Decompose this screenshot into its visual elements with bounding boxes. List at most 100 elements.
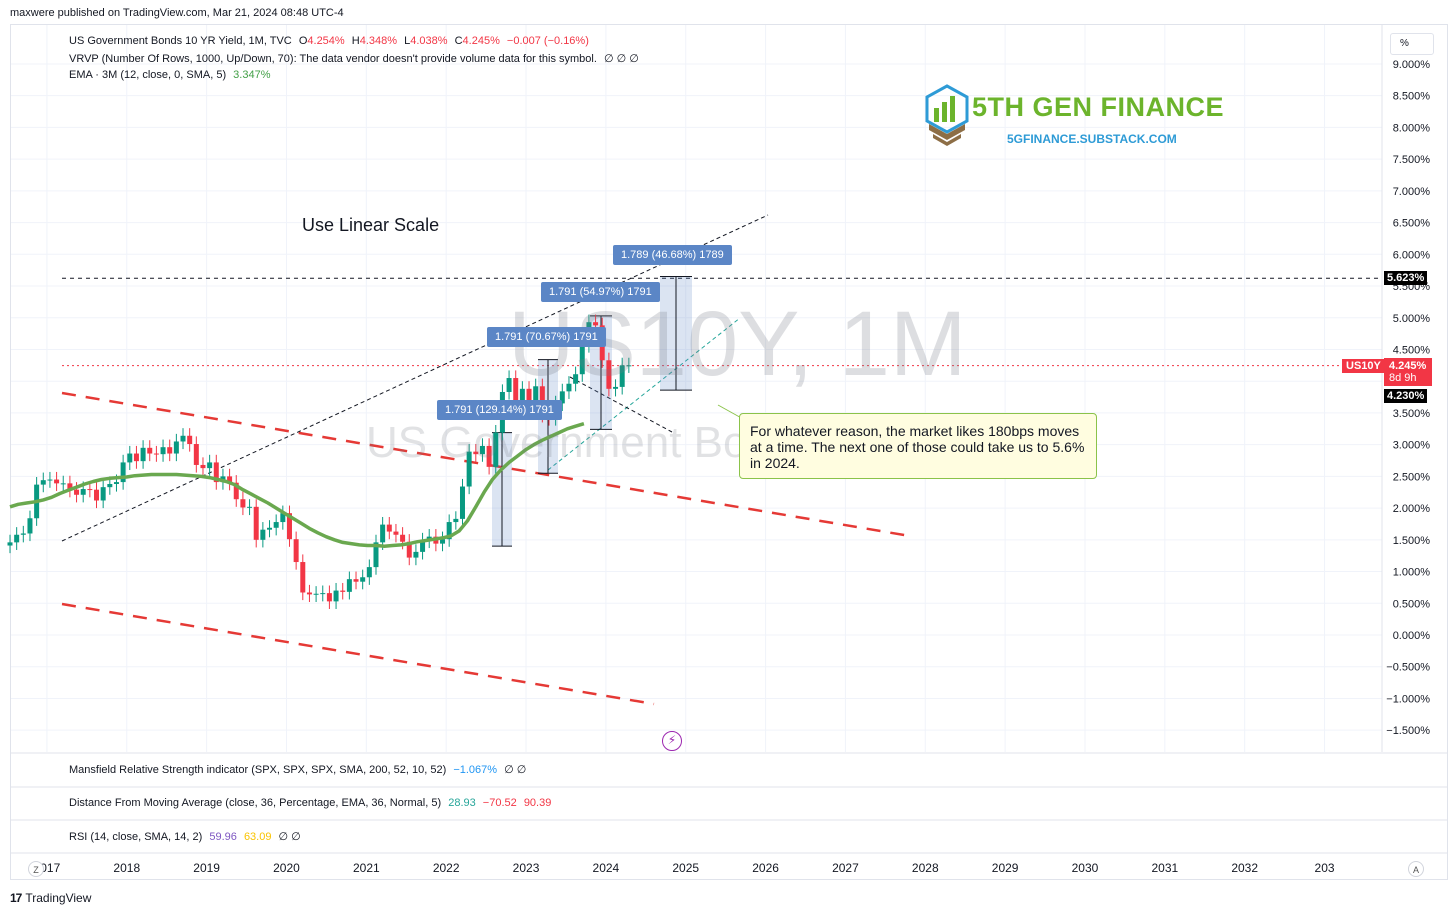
last-price-flag: 4.245% 8d 9h xyxy=(1384,358,1432,386)
linear-scale-note[interactable]: Use Linear Scale xyxy=(302,215,440,235)
zoom-button[interactable]: Z xyxy=(28,861,44,877)
rsi-ma-value: 63.09 xyxy=(243,831,272,843)
candle-body xyxy=(213,462,219,483)
y-tick-label: −0.500% xyxy=(1386,662,1430,674)
x-tick-label: 2023 xyxy=(513,861,540,875)
y-tick-label: 4.500% xyxy=(1393,344,1431,356)
measure-label-2[interactable]: 1.791 (70.67%) 1791 xyxy=(487,327,606,347)
candle-body xyxy=(207,462,213,469)
candle-body xyxy=(473,451,479,455)
candle-body xyxy=(60,483,66,485)
candle-body xyxy=(87,489,93,491)
candle-body xyxy=(273,522,279,528)
candle-body xyxy=(67,483,73,490)
target-price-flag: 5.623% xyxy=(1384,271,1428,285)
candle-body xyxy=(420,540,426,552)
candle-body xyxy=(200,464,206,469)
candle-body xyxy=(74,489,80,495)
callout-note[interactable]: For whatever reason, the market likes 18… xyxy=(739,413,1097,479)
measure-label-3[interactable]: 1.791 (54.97%) 1791 xyxy=(541,282,660,302)
candle-body xyxy=(453,518,459,523)
candle-body xyxy=(313,593,319,595)
candle-body xyxy=(386,524,392,532)
y-tick-label: 7.000% xyxy=(1393,186,1431,198)
candle-body xyxy=(160,447,166,455)
x-tick-label: 2025 xyxy=(672,861,699,875)
candle-body xyxy=(113,482,119,484)
auto-scale-button[interactable]: A xyxy=(1408,861,1424,877)
candle-body xyxy=(293,539,299,563)
y-tick-label: 7.500% xyxy=(1393,154,1431,166)
lightning-alert-icon[interactable]: ⚡ xyxy=(662,731,682,751)
candle-body xyxy=(227,476,233,483)
candle-body xyxy=(619,365,625,387)
y-tick-label: 8.500% xyxy=(1393,91,1431,103)
candle-body xyxy=(566,383,572,392)
y-tick-label: 1.000% xyxy=(1393,567,1431,579)
x-tick-label: 2030 xyxy=(1072,861,1099,875)
candle-body xyxy=(120,462,126,483)
x-tick-label: 2024 xyxy=(593,861,620,875)
y-tick-label: 5.000% xyxy=(1393,313,1431,325)
candle-body xyxy=(127,453,133,463)
ohlc-change: −0.007 (−0.16%) xyxy=(506,35,589,47)
candle-body xyxy=(80,489,86,495)
candle-body xyxy=(440,539,446,544)
candle-body xyxy=(446,522,452,540)
candle-body xyxy=(360,577,366,582)
ema-legend[interactable]: EMA · 3M (12, close, 0, SMA, 5) 3.347% xyxy=(69,69,270,81)
mansfield-pane-legend[interactable]: Mansfield Relative Strength indicator (S… xyxy=(69,763,526,776)
callout-text: For whatever reason, the market likes 18… xyxy=(750,423,1085,471)
candle-body xyxy=(320,593,326,595)
ema-line xyxy=(9,422,585,548)
candle-body xyxy=(147,447,153,454)
y-tick-label: 9.000% xyxy=(1393,59,1431,71)
dfma-pane-legend[interactable]: Distance From Moving Average (close, 36,… xyxy=(69,797,551,809)
candle-body xyxy=(626,365,632,367)
candle-body xyxy=(300,562,306,593)
candle-body xyxy=(613,386,619,389)
brand-title: 5TH GEN FINANCE xyxy=(972,92,1225,122)
y-tick-label: 8.000% xyxy=(1393,122,1431,134)
symbol-flag: US10Y xyxy=(1342,359,1385,373)
candle-body xyxy=(513,378,519,402)
vrvp-legend[interactable]: VRVP (Number Of Rows, 1000, Up/Down, 70)… xyxy=(69,52,639,65)
brand-subtitle: 5GFINANCE.SUBSTACK.COM xyxy=(1007,132,1177,146)
dfma-value-1: 28.93 xyxy=(448,797,476,809)
x-tick-label: 2026 xyxy=(752,861,779,875)
candle-body xyxy=(606,360,612,389)
candle-body xyxy=(413,551,419,558)
measure-label-4[interactable]: 1.789 (46.68%) 1789 xyxy=(613,245,732,265)
measure-label-1[interactable]: 1.791 (129.14%) 1791 xyxy=(437,400,562,420)
tradingview-footer[interactable]: 17 TradingView xyxy=(10,891,91,905)
candle-body xyxy=(506,378,512,392)
percent-scale-button[interactable]: % xyxy=(1390,33,1434,55)
symbol-legend[interactable]: US Government Bonds 10 YR Yield, 1M, TVC… xyxy=(69,35,589,47)
trendline-inner xyxy=(547,317,741,471)
candle-body xyxy=(400,534,406,542)
trendline-down xyxy=(569,376,673,433)
rsi-pane-legend[interactable]: RSI (14, close, SMA, 14, 2) 59.96 63.09 … xyxy=(69,830,301,843)
candle-body xyxy=(406,541,412,558)
candle-body xyxy=(486,445,492,467)
y-tick-label: −1.500% xyxy=(1386,725,1430,737)
candle-body xyxy=(333,590,339,602)
candle-body xyxy=(533,386,539,413)
rsi-extra: ∅ ∅ xyxy=(278,831,301,843)
candle-body xyxy=(27,518,33,534)
candle-body xyxy=(280,513,286,523)
ohlc-close-label: C xyxy=(454,35,463,47)
candle-body xyxy=(493,432,499,467)
candle-body xyxy=(593,322,599,326)
x-tick-label: 2031 xyxy=(1151,861,1178,875)
x-tick-label: 2020 xyxy=(273,861,300,875)
candle-body xyxy=(286,513,292,540)
candle-body xyxy=(559,391,565,404)
y-tick-label: 0.500% xyxy=(1393,598,1431,610)
candle-body xyxy=(47,479,53,481)
ohlc-close: 4.245% xyxy=(462,35,500,47)
x-tick-label: 2018 xyxy=(113,861,140,875)
y-tick-label: 3.000% xyxy=(1393,440,1431,452)
candle-body xyxy=(373,542,379,568)
